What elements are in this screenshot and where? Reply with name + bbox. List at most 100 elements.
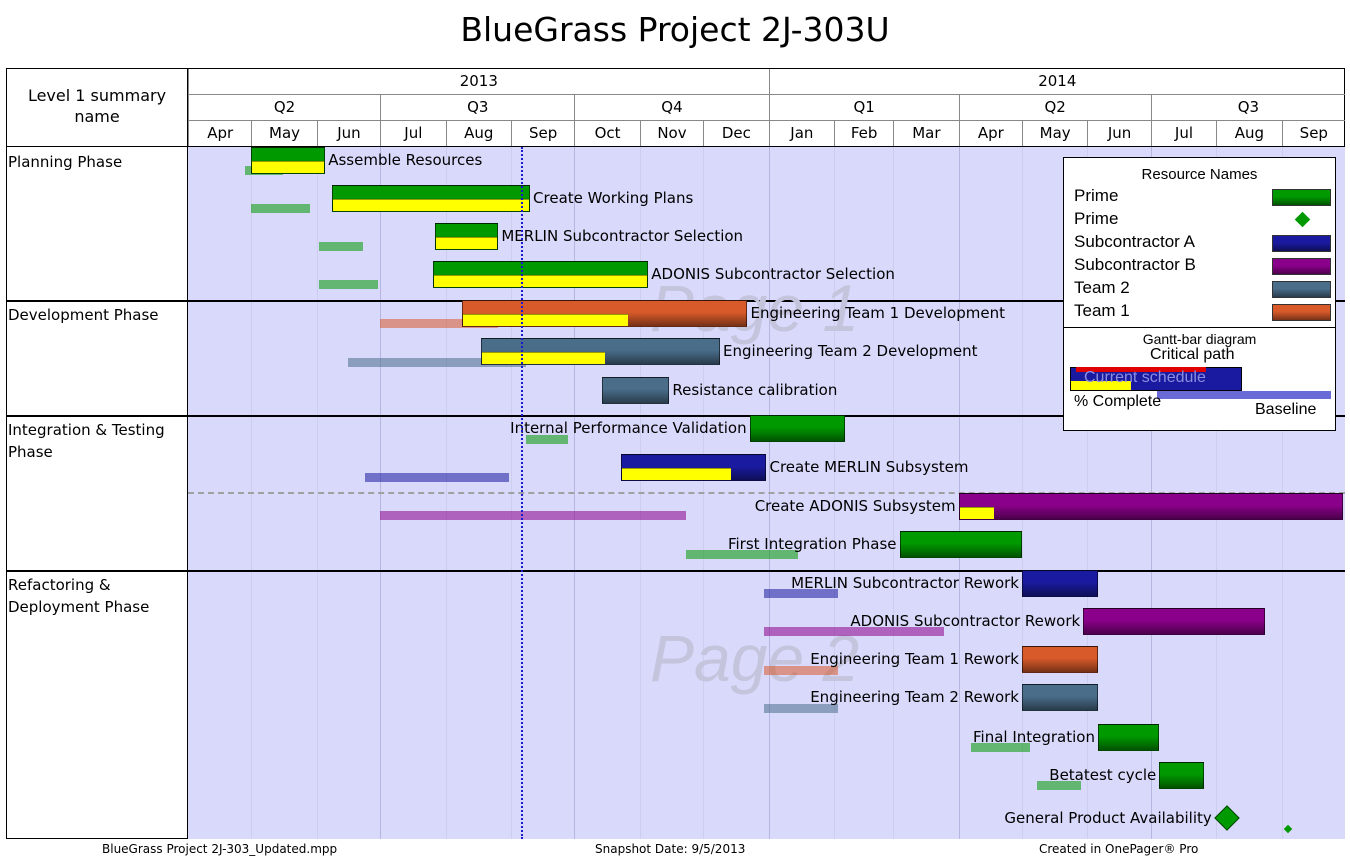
group-label: Planning Phase [8,153,123,171]
baseline-bar [365,473,509,482]
month-label: Aug [445,121,511,146]
baseline-bar [318,242,364,251]
quarter-label: Q4 [574,95,768,120]
baseline-bar [348,358,526,367]
legend-milestone-swatch [1294,211,1311,228]
legend-swatch [1272,235,1331,252]
group-label: Refactoring & Deployment Phase [8,576,150,616]
task-bar [749,415,845,442]
task-label: MERLIN Subcontractor Rework [791,574,1019,592]
month-label: Feb [834,121,893,146]
task-label: Internal Performance Validation [510,419,747,437]
row-header-label: Level 1 summary name [27,86,167,126]
header-row-line [188,120,1345,121]
month-label: Sep [511,121,574,146]
quarter-label: Q3 [380,95,574,120]
task-label: Engineering Team 1 Rework [810,650,1019,668]
task-bar [1097,724,1160,751]
task-bar [1021,646,1098,673]
legend-label: Subcontractor B [1074,255,1196,274]
task-bar [1021,570,1098,597]
legend-diagram-title: Gantt-bar diagram [1142,331,1257,347]
progress-fill [482,352,606,364]
month-label: Jun [1087,121,1150,146]
legend-baseline-label: Baseline [1255,401,1317,418]
task-bar [432,261,649,288]
baseline-bar [251,204,311,213]
task-bar [251,147,326,174]
progress-fill [433,275,648,287]
legend-divider [1064,327,1335,328]
legend-swatch [1272,281,1331,298]
footer-created: Created in OnePager® Pro [1039,842,1199,856]
legend-label: Prime [1074,186,1119,205]
month-label: Jan [768,121,834,146]
year-label: 2014 [768,69,1345,94]
task-label: Engineering Team 1 Development [750,304,1005,322]
header-row-line [188,94,1345,95]
page-break-line [188,492,1345,494]
task-label: Engineering Team 2 Development [723,342,978,360]
task-label: MERLIN Subcontractor Selection [501,227,744,245]
legend-baseline-sample [1157,391,1331,399]
progress-fill [252,161,325,173]
quarter-label: Q2 [188,95,380,120]
month-label: Sep [1281,121,1345,146]
month-label: Mar [893,121,958,146]
task-bar [620,454,767,481]
task-label: Resistance calibration [672,381,838,399]
legend-label: Subcontractor A [1074,232,1195,251]
month-label: Apr [958,121,1022,146]
baseline-bar [318,280,378,289]
baseline-bar [1036,781,1082,790]
task-bar [601,377,670,404]
task-bar [331,185,531,212]
group-label: Development Phase [8,306,159,324]
progress-fill [436,237,498,249]
task-bar [958,493,1343,520]
quarter-label: Q3 [1150,95,1345,120]
chart-title: BlueGrass Project 2J-303U [460,10,890,49]
legend-label: Team 1 [1074,301,1130,320]
month-label: Jul [380,121,445,146]
month-label: Apr [188,121,251,146]
baseline-bar [764,666,839,675]
task-bar [1021,684,1098,711]
month-label: Oct [574,121,639,146]
baseline-bar [380,319,499,328]
task-label: ADONIS Subcontractor Rework [850,612,1081,630]
legend: Resource Names Prime Prime Subcontractor A… [1063,157,1336,431]
footer-snapshot: Snapshot Date: 9/5/2013 [595,842,746,856]
baseline-bar [686,550,799,559]
task-bar [481,338,721,365]
baseline-bar [525,435,569,444]
task-label: General Product Availability [1004,809,1212,827]
legend-critical-sample [1076,367,1206,372]
month-label: Aug [1216,121,1281,146]
baseline-bar [380,511,687,520]
task-bar [899,531,1022,558]
quarter-label: Q1 [768,95,959,120]
legend-title: Resource Names [1141,166,1258,183]
legend-complete-sample [1071,381,1131,390]
task-label: First Integration Phase [727,535,897,553]
task-bar [1159,762,1204,789]
progress-fill [959,507,995,519]
footer-file: BlueGrass Project 2J-303_Updated.mpp [102,842,338,856]
group-separator [7,570,1345,572]
month-label: Jul [1150,121,1216,146]
task-bar [435,223,499,250]
month-label: May [1021,121,1087,146]
status-date-line [521,147,523,839]
baseline-bar [764,704,839,713]
legend-label: Prime [1074,209,1119,228]
group-label: Integration & Testing Phase [8,421,165,461]
baseline-bar [764,627,944,636]
task-bar [462,300,748,327]
legend-critical-label: Critical path [1150,346,1235,363]
progress-fill [621,468,731,480]
month-label: Dec [703,121,768,146]
task-label: ADONIS Subcontractor Selection [651,265,895,283]
month-label: May [251,121,316,146]
quarter-label: Q2 [958,95,1151,120]
